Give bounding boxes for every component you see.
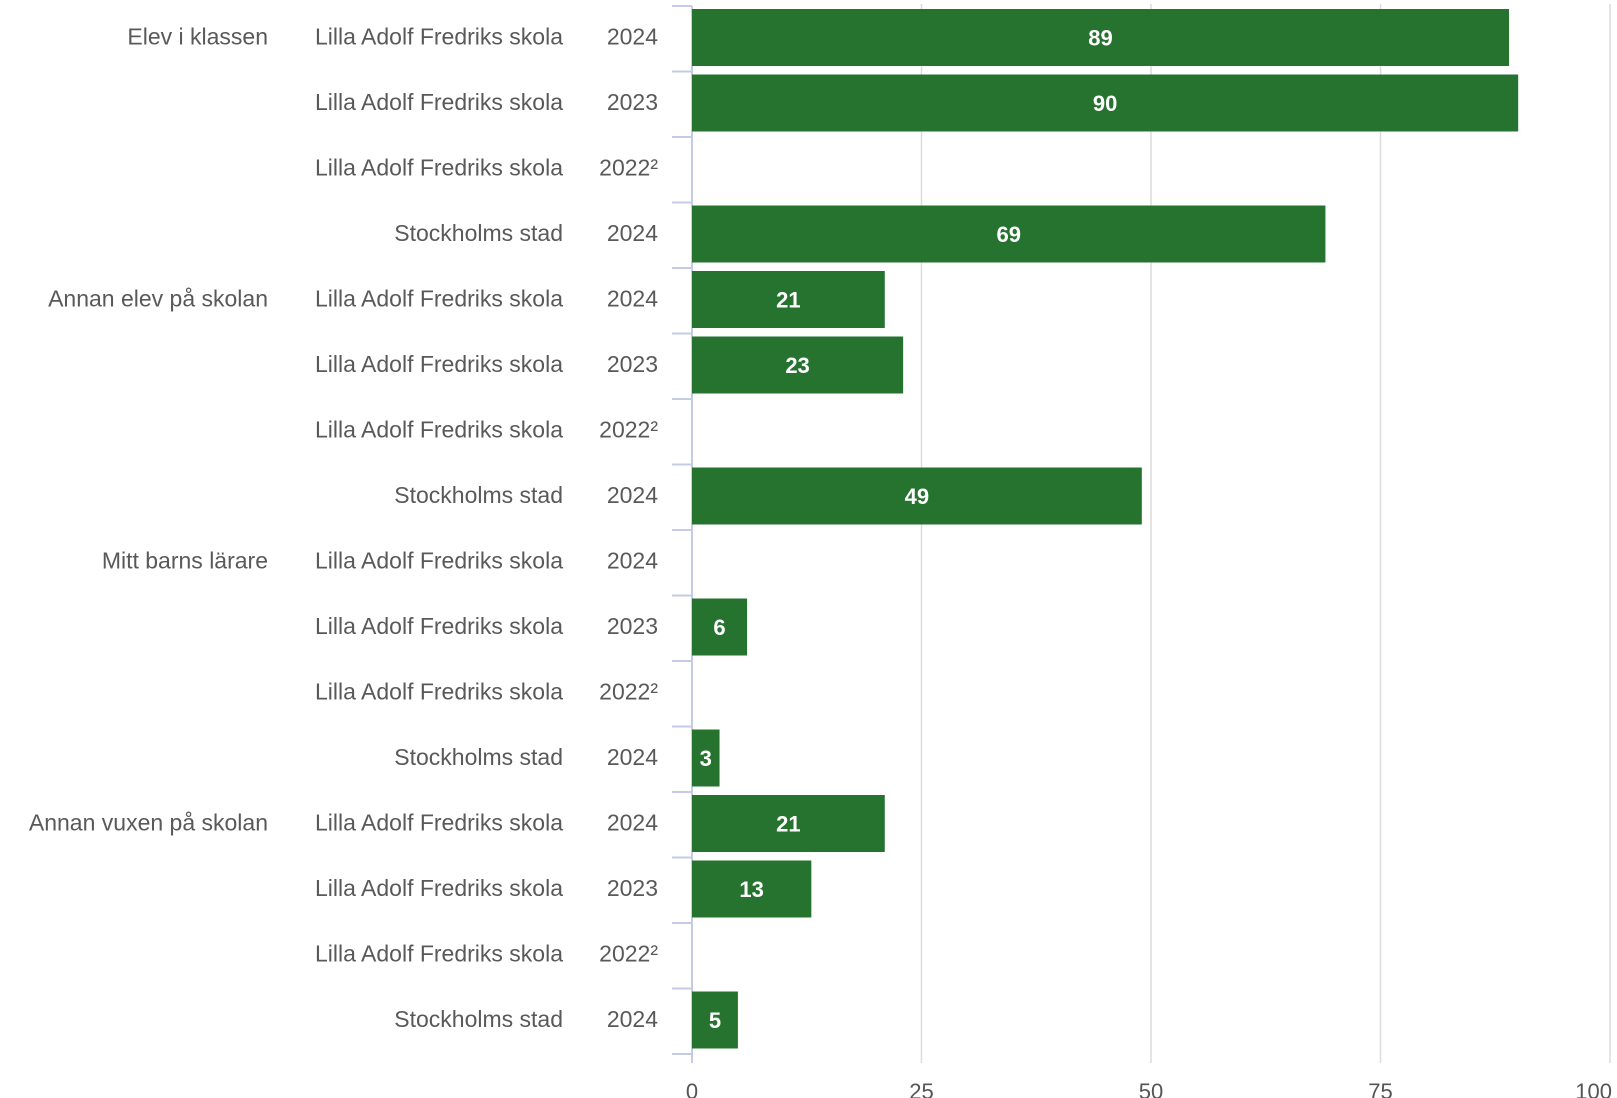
x-tick-label: 75 <box>1368 1079 1392 1098</box>
entity-label: Lilla Adolf Fredriks skola <box>315 417 563 443</box>
bar <box>692 991 738 1049</box>
group-label: Annan vuxen på skolan <box>29 810 268 836</box>
bar-value-label: 49 <box>905 484 929 509</box>
entity-label: Lilla Adolf Fredriks skola <box>315 548 563 574</box>
group-label: Elev i klassen <box>127 24 268 50</box>
bar <box>692 467 1142 525</box>
gridlines <box>920 4 1611 1063</box>
x-tick-label: 100 <box>1575 1079 1612 1098</box>
category-axis <box>672 5 693 1063</box>
x-axis-ticks: 0 25 50 75 100 <box>686 1079 1612 1098</box>
bar-value-label: 90 <box>1093 91 1117 116</box>
bar-value-label: 21 <box>776 812 800 837</box>
bar-value-label: 23 <box>785 353 809 378</box>
entity-label: Lilla Adolf Fredriks skola <box>315 810 563 836</box>
entity-label: Stockholms stad <box>394 220 563 246</box>
entity-label: Lilla Adolf Fredriks skola <box>315 351 563 377</box>
bar <box>692 271 885 328</box>
entity-label: Stockholms stad <box>394 482 563 508</box>
year-label: 2023 <box>607 351 658 377</box>
bar <box>692 729 720 787</box>
x-tick-label: 50 <box>1139 1079 1163 1098</box>
year-label: 2023 <box>607 89 658 115</box>
group-label: Annan elev på skolan <box>48 286 268 312</box>
bar <box>692 74 1519 132</box>
bar <box>692 860 812 918</box>
year-label: 2024 <box>607 482 658 508</box>
year-label: 2022² <box>599 417 658 443</box>
group-label: Mitt barns lärare <box>102 548 268 574</box>
x-tick-label: 25 <box>909 1079 933 1098</box>
year-label: 2024 <box>607 24 658 50</box>
bar-value-label: 89 <box>1088 26 1112 51</box>
entity-label: Lilla Adolf Fredriks skola <box>315 286 563 312</box>
x-tick-label: 0 <box>686 1079 698 1098</box>
year-label: 2024 <box>607 810 658 836</box>
entity-label: Lilla Adolf Fredriks skola <box>315 941 563 967</box>
year-label: 2023 <box>607 613 658 639</box>
bar-value-label: 6 <box>713 615 725 640</box>
entity-label: Stockholms stad <box>394 744 563 770</box>
bar <box>692 598 748 656</box>
entity-label: Lilla Adolf Fredriks skola <box>315 24 563 50</box>
bar <box>692 795 885 852</box>
entity-label: Lilla Adolf Fredriks skola <box>315 613 563 639</box>
year-label: 2024 <box>607 286 658 312</box>
bar-value-label: 3 <box>700 746 712 771</box>
year-label: 2022² <box>599 679 658 705</box>
bar-value-label: 13 <box>739 877 763 902</box>
year-label: 2024 <box>607 220 658 246</box>
bar-value-label: 69 <box>996 222 1020 247</box>
bar-value-label: 21 <box>776 288 800 313</box>
year-label: 2023 <box>607 875 658 901</box>
year-label: 2022² <box>599 155 658 181</box>
bar <box>692 9 1510 66</box>
year-label: 2022² <box>599 941 658 967</box>
entity-label: Lilla Adolf Fredriks skola <box>315 875 563 901</box>
entity-label: Lilla Adolf Fredriks skola <box>315 679 563 705</box>
entity-label: Lilla Adolf Fredriks skola <box>315 89 563 115</box>
bars: 89 90 69 21 23 49 6 3 21 13 5 <box>692 9 1519 1049</box>
bar-value-label: 5 <box>709 1008 721 1033</box>
bar <box>692 205 1326 263</box>
year-label: 2024 <box>607 548 658 574</box>
entity-label: Stockholms stad <box>394 1006 563 1032</box>
category-labels: Elev i klassen Lilla Adolf Fredriks skola… <box>29 24 658 1033</box>
year-label: 2024 <box>607 744 658 770</box>
bar <box>692 336 904 394</box>
entity-label: Lilla Adolf Fredriks skola <box>315 155 563 181</box>
year-label: 2024 <box>607 1006 658 1032</box>
